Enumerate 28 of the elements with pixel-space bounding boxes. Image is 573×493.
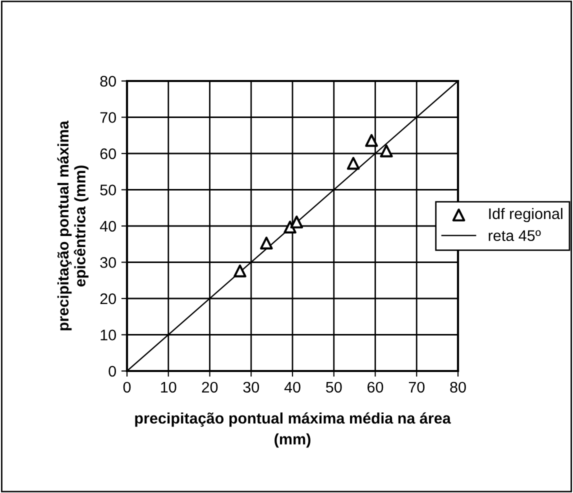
y-tick-label: 0 — [108, 366, 116, 377]
point — [380, 144, 393, 158]
x-tick-label: 80 — [450, 382, 466, 393]
point — [260, 236, 273, 250]
x-tick-label: 70 — [408, 382, 425, 393]
y-tick-label: 20 — [100, 293, 116, 304]
y-tick-label: 40 — [100, 220, 116, 232]
legend-label: reta 45º — [488, 230, 541, 242]
y-tick-label: 50 — [100, 184, 116, 196]
y-tick-label: 60 — [100, 148, 116, 160]
y-axis-title: precipitação pontual máxima epicêntrica (mm) — [57, 120, 88, 330]
point — [290, 216, 304, 228]
legend-label: Idf regional — [489, 208, 562, 222]
x-tick-label: 40 — [284, 382, 300, 393]
x-tick-label: 0 — [123, 382, 131, 393]
x-axis-title: precipitação pontual máxima média na área (mm) — [135, 412, 451, 448]
x-tick-label: 20 — [202, 382, 218, 393]
point — [365, 134, 378, 147]
x-tick-label: 60 — [368, 382, 384, 393]
x-tick-label: 30 — [243, 382, 260, 393]
x-tick-label: 10 — [161, 382, 176, 393]
point — [234, 264, 246, 278]
point — [346, 156, 360, 170]
y-tick-label: 10 — [100, 330, 116, 340]
y-tick-label: 30 — [100, 257, 116, 268]
x-tick-label: 50 — [326, 382, 342, 393]
y-tick-label: 80 — [100, 76, 116, 87]
y-tick-label: 70 — [100, 112, 116, 123]
